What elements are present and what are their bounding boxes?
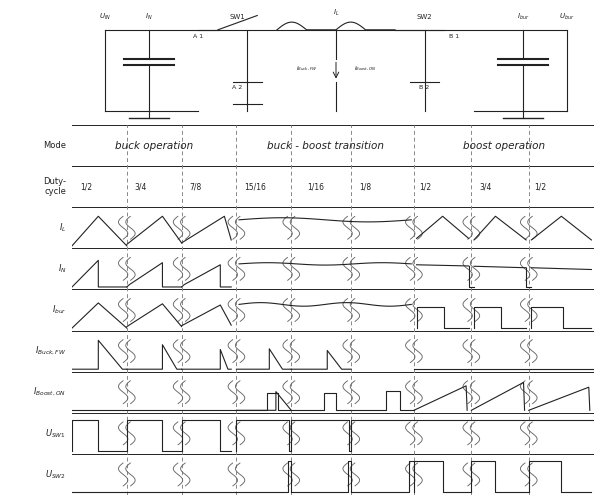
Text: SW1: SW1 <box>230 14 245 20</box>
Text: $I_N$: $I_N$ <box>58 262 66 275</box>
Text: 1/8: 1/8 <box>359 182 371 191</box>
Text: 1/2: 1/2 <box>534 182 546 191</box>
Text: $I_{Buck,FW}$: $I_{Buck,FW}$ <box>296 65 317 74</box>
Text: 3/4: 3/4 <box>134 182 147 191</box>
Text: $I_{Boost,ON}$: $I_{Boost,ON}$ <box>34 386 66 398</box>
Text: $I_L$: $I_L$ <box>333 8 339 18</box>
Text: $U_{SW1}$: $U_{SW1}$ <box>46 427 66 440</box>
Text: 15/16: 15/16 <box>244 182 266 191</box>
Text: 3/4: 3/4 <box>479 182 491 191</box>
Text: $U_{SW2}$: $U_{SW2}$ <box>46 468 66 480</box>
Text: A 1: A 1 <box>193 34 203 38</box>
Text: buck - boost transition: buck - boost transition <box>266 140 383 150</box>
Text: B 2: B 2 <box>419 85 430 90</box>
Text: $I_{Boost,ON}$: $I_{Boost,ON}$ <box>355 65 377 74</box>
Text: 1/16: 1/16 <box>307 182 324 191</box>
Text: $I_L$: $I_L$ <box>59 222 66 234</box>
Text: 7/8: 7/8 <box>190 182 202 191</box>
Text: $I_N$: $I_N$ <box>145 12 153 22</box>
Text: boost operation: boost operation <box>463 140 545 150</box>
Text: SW2: SW2 <box>417 14 433 20</box>
Text: 1/2: 1/2 <box>419 182 431 191</box>
Text: $U_{bur}$: $U_{bur}$ <box>559 12 575 22</box>
Text: $I_{Buck,FW}$: $I_{Buck,FW}$ <box>35 345 66 357</box>
Text: Mode: Mode <box>43 141 66 150</box>
Text: $I_{bur}$: $I_{bur}$ <box>52 304 66 316</box>
Text: 1/2: 1/2 <box>80 182 92 191</box>
Text: A 2: A 2 <box>232 85 243 90</box>
Text: B 1: B 1 <box>449 34 459 38</box>
Text: Duty-
cycle: Duty- cycle <box>43 177 66 197</box>
Text: $U_{IN}$: $U_{IN}$ <box>99 12 111 22</box>
Text: buck operation: buck operation <box>115 140 193 150</box>
Text: $I_{bur}$: $I_{bur}$ <box>517 12 529 22</box>
